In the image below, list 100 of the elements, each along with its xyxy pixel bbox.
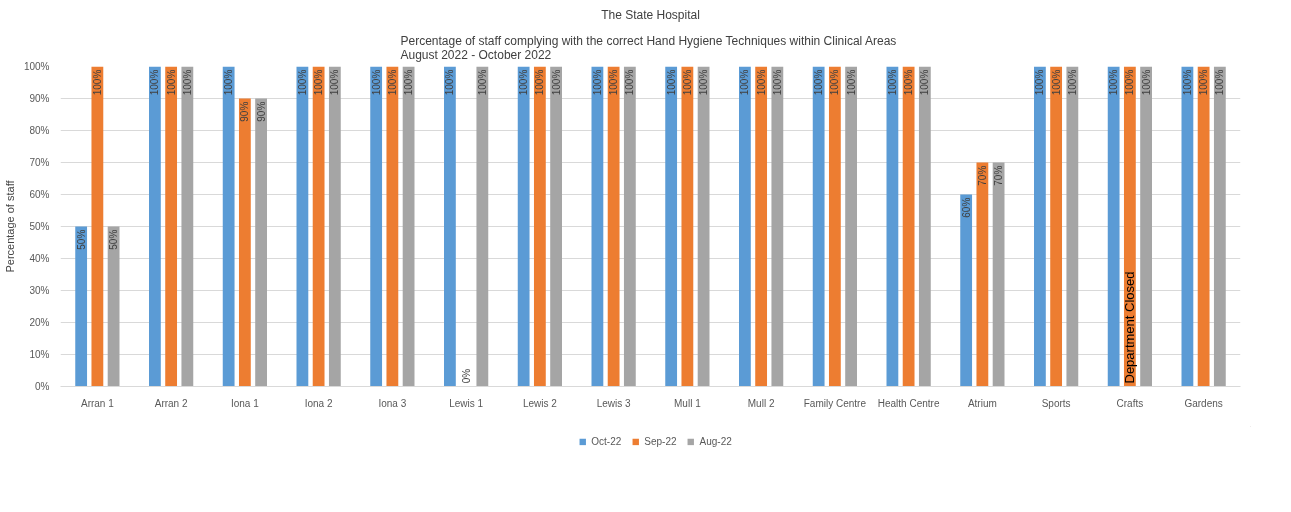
bar — [149, 66, 161, 387]
data-label: 100% — [149, 69, 161, 96]
chart-title: The State Hospital — [601, 7, 700, 22]
data-label: 50% — [75, 229, 87, 250]
chart-subtitle: Percentage of staff complying with the correct Hand Hygiene Techniques within Clinical Areas August 2022 - October 2022 — [400, 33, 897, 62]
x-tick-label: Atrium — [967, 397, 997, 409]
x-tick-label: Arran 2 — [154, 397, 188, 409]
data-label: 100% — [919, 69, 931, 96]
bar — [812, 66, 825, 387]
bar — [75, 226, 88, 387]
data-label: 100% — [739, 69, 751, 96]
bar — [402, 66, 415, 387]
bar — [1197, 66, 1210, 387]
bar — [1107, 66, 1120, 387]
data-label: 50% — [108, 229, 120, 250]
x-tick-label: Lewis 1 — [449, 397, 484, 409]
data-label: 100% — [534, 69, 546, 96]
data-label: 100% — [1181, 69, 1193, 96]
data-label: 100% — [1140, 69, 1152, 96]
data-label: 100% — [886, 69, 898, 96]
bar — [755, 66, 768, 387]
bar — [681, 66, 694, 387]
data-label: 100% — [91, 69, 103, 96]
bar — [1140, 66, 1152, 387]
y-tick-label: 50% — [29, 221, 50, 232]
data-label: 100% — [444, 69, 456, 96]
data-label: 100% — [1034, 69, 1046, 96]
data-label: 100% — [518, 69, 530, 96]
data-label: 100% — [296, 69, 308, 96]
bar — [255, 98, 267, 387]
data-label: 90% — [239, 101, 251, 122]
data-label: 70% — [976, 165, 988, 186]
bar — [181, 66, 194, 387]
x-tick-label: Gardens — [1184, 397, 1223, 409]
data-label: 100% — [165, 69, 177, 96]
data-label: 100% — [1050, 69, 1062, 96]
bar — [107, 226, 120, 387]
x-tick-label: Lewis 3 — [596, 397, 632, 409]
x-tick-label: Lewis 2 — [522, 397, 558, 409]
data-label: 100% — [386, 69, 398, 96]
bar — [976, 162, 989, 387]
bar — [1066, 66, 1079, 387]
data-label: 60% — [960, 197, 972, 218]
data-label: 90% — [255, 101, 267, 122]
bar — [312, 66, 325, 387]
bar — [771, 66, 784, 387]
y-tick-label: 90% — [29, 93, 50, 104]
bar — [665, 66, 678, 387]
data-label: 100% — [624, 69, 636, 96]
bar — [444, 66, 456, 387]
y-tick-label: 0% — [35, 381, 50, 392]
y-tick-label: 30% — [29, 285, 50, 296]
x-tick-label: Mull 2 — [747, 397, 775, 409]
data-label: 100% — [1198, 69, 1210, 96]
x-tick-label: Family Centre — [803, 397, 867, 409]
bar — [960, 194, 973, 387]
data-label: 100% — [813, 69, 825, 96]
y-tick-label: 80% — [29, 125, 50, 136]
bar — [1213, 66, 1226, 387]
data-label: 100% — [755, 69, 767, 96]
x-tick-label: Mull 1 — [674, 397, 702, 409]
bar — [1050, 66, 1063, 387]
y-axis-title: Percentage of staff — [3, 179, 16, 273]
bar — [222, 66, 235, 387]
data-label: 100% — [550, 69, 562, 96]
legend-label: Oct-22 — [591, 435, 622, 447]
data-label: 100% — [1124, 69, 1136, 96]
bar — [918, 66, 931, 387]
data-label: 100% — [476, 69, 488, 96]
bar — [238, 98, 251, 387]
data-label: 100% — [845, 69, 857, 96]
data-label: 100% — [370, 69, 382, 96]
bar — [902, 66, 915, 387]
data-label: 100% — [329, 69, 341, 96]
y-tick-label: 40% — [29, 253, 50, 264]
bar — [1034, 66, 1046, 387]
y-tick-label: 100% — [23, 61, 50, 72]
bar — [476, 66, 489, 387]
bar — [165, 66, 178, 387]
bar — [623, 66, 636, 387]
data-label: 100% — [829, 69, 841, 96]
x-tick-label: Crafts — [1116, 397, 1144, 409]
data-label: 100% — [223, 69, 235, 96]
bar — [517, 66, 530, 387]
data-label: 100% — [181, 69, 193, 96]
data-label: 100% — [608, 69, 620, 96]
x-tick-label: Sports — [1041, 397, 1071, 409]
x-tick-label: Iona 2 — [304, 397, 333, 409]
bar — [550, 66, 562, 387]
data-label: 0% — [460, 368, 472, 384]
x-tick-label: Arran 1 — [80, 397, 115, 409]
data-label: 100% — [1214, 69, 1226, 96]
y-tick-label: 60% — [29, 189, 50, 200]
bar — [370, 66, 383, 387]
data-label: 100% — [903, 69, 915, 96]
bar — [845, 66, 857, 387]
bar — [533, 66, 546, 387]
data-label: 100% — [771, 69, 783, 96]
data-label: 100% — [1066, 69, 1078, 96]
data-label: 100% — [313, 69, 325, 96]
